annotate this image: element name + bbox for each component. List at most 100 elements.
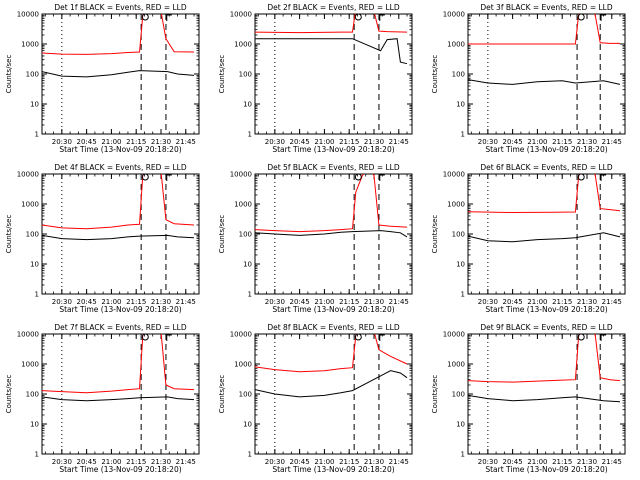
x-tick-label: 21:00 bbox=[101, 298, 121, 306]
y-axis-label: Counts/sec bbox=[431, 215, 439, 254]
x-axis-label: Start Time (13-Nov-09 20:18:20) bbox=[59, 465, 181, 474]
y-tick-label: 10 bbox=[30, 101, 39, 109]
x-tick-label: 21:30 bbox=[151, 458, 171, 466]
panel-det-4: Det 4f BLACK = Events, RED = LLD 1 10 100 10… bbox=[5, 163, 200, 314]
x-tick-label: 21:00 bbox=[314, 298, 334, 306]
events-series-line bbox=[468, 394, 621, 403]
x-tick-label: 21:45 bbox=[602, 298, 622, 306]
lld-series-line bbox=[255, 14, 408, 34]
x-tick-label: 21:45 bbox=[389, 138, 409, 146]
panel-title: Det 8f BLACK = Events, RED = LLD bbox=[267, 323, 400, 332]
panel-title: Det 6f BLACK = Events, RED = LLD bbox=[480, 163, 613, 172]
x-tick-label: 21:00 bbox=[101, 138, 121, 146]
y-axis-label: Counts/sec bbox=[218, 375, 226, 414]
saa-circle-marker bbox=[577, 333, 585, 341]
x-tick-label: 21:15 bbox=[552, 458, 572, 466]
events-series-line bbox=[468, 79, 621, 85]
x-axis-label: Start Time (13-Nov-09 20:18:20) bbox=[272, 305, 394, 314]
y-tick-label: 100 bbox=[239, 391, 252, 399]
y-tick-label: 1 bbox=[35, 291, 39, 299]
y-tick-label: 10000 bbox=[17, 11, 39, 19]
x-tick-label: 21:15 bbox=[126, 458, 146, 466]
panel-det-5: Det 5f BLACK = Events, RED = LLD 1 10 100 10… bbox=[218, 163, 413, 314]
panel-det-9: Det 9f BLACK = Events, RED = LLD 1 10 100 10… bbox=[431, 323, 626, 474]
bracket-marker bbox=[379, 334, 385, 341]
x-tick-label: 21:15 bbox=[552, 298, 572, 306]
y-tick-label: 1000 bbox=[21, 361, 39, 369]
x-tick-label: 21:15 bbox=[552, 138, 572, 146]
plot-frame bbox=[467, 13, 626, 135]
panel-title: Det 4f BLACK = Events, RED = LLD bbox=[54, 163, 187, 172]
panel-title: Det 9f BLACK = Events, RED = LLD bbox=[480, 323, 613, 332]
x-tick-label: 21:15 bbox=[126, 138, 146, 146]
x-tick-label: 21:15 bbox=[339, 458, 359, 466]
panel-det-8: Det 8f BLACK = Events, RED = LLD 1 10 100 10… bbox=[218, 323, 413, 474]
x-tick-label: 21:30 bbox=[577, 298, 597, 306]
y-tick-label: 10000 bbox=[230, 11, 252, 19]
events-series-line bbox=[42, 396, 195, 402]
y-axis-label: Counts/sec bbox=[431, 55, 439, 94]
x-axis-label: Start Time (13-Nov-09 20:18:20) bbox=[485, 145, 607, 154]
x-tick-label: 21:00 bbox=[314, 458, 334, 466]
bracket-marker bbox=[166, 334, 172, 341]
x-tick-label: 21:00 bbox=[527, 458, 547, 466]
events-series-line bbox=[255, 370, 408, 398]
y-tick-label: 10 bbox=[30, 261, 39, 269]
plot-frame bbox=[467, 333, 626, 455]
x-tick-label: 21:30 bbox=[364, 458, 384, 466]
x-tick-label: 20:30 bbox=[265, 458, 285, 466]
x-tick-label: 20:45 bbox=[77, 298, 97, 306]
y-tick-label: 10 bbox=[243, 101, 252, 109]
y-tick-label: 10000 bbox=[443, 171, 465, 179]
y-tick-label: 1000 bbox=[234, 361, 252, 369]
panel-det-6: Det 6f BLACK = Events, RED = LLD 1 10 100 10… bbox=[431, 163, 626, 314]
panel-det-3: Det 3f BLACK = Events, RED = LLD 1 10 100 10… bbox=[431, 3, 626, 154]
y-tick-label: 10000 bbox=[230, 331, 252, 339]
panel-title: Det 3f BLACK = Events, RED = LLD bbox=[480, 3, 613, 12]
x-axis-label: Start Time (13-Nov-09 20:18:20) bbox=[485, 305, 607, 314]
y-axis-label: Counts/sec bbox=[431, 375, 439, 414]
x-tick-label: 21:15 bbox=[339, 298, 359, 306]
panel-det-2: Det 2f BLACK = Events, RED = LLD 1 10 100 10… bbox=[218, 3, 413, 154]
x-tick-label: 21:45 bbox=[176, 458, 196, 466]
bracket-marker bbox=[166, 174, 172, 181]
y-axis-label: Counts/sec bbox=[218, 215, 226, 254]
x-axis-label: Start Time (13-Nov-09 20:18:20) bbox=[272, 465, 394, 474]
saa-circle-marker bbox=[354, 333, 362, 341]
x-tick-label: 20:30 bbox=[265, 138, 285, 146]
events-series-line bbox=[42, 234, 195, 241]
bracket-marker bbox=[600, 334, 607, 341]
x-tick-label: 21:45 bbox=[602, 458, 622, 466]
plot-frame bbox=[467, 173, 626, 295]
x-tick-label: 21:45 bbox=[602, 138, 622, 146]
x-tick-label: 20:45 bbox=[290, 138, 310, 146]
y-tick-label: 1000 bbox=[447, 41, 465, 49]
y-tick-label: 1 bbox=[461, 451, 465, 459]
x-tick-label: 21:00 bbox=[527, 138, 547, 146]
y-tick-label: 1000 bbox=[21, 41, 39, 49]
y-tick-label: 100 bbox=[452, 391, 465, 399]
y-tick-label: 1000 bbox=[234, 201, 252, 209]
x-tick-label: 21:15 bbox=[126, 298, 146, 306]
x-tick-label: 21:00 bbox=[314, 138, 334, 146]
saa-circle-marker bbox=[577, 173, 585, 181]
x-axis-label: Start Time (13-Nov-09 20:18:20) bbox=[272, 145, 394, 154]
x-tick-label: 20:45 bbox=[77, 458, 97, 466]
x-tick-label: 20:45 bbox=[503, 138, 523, 146]
x-tick-label: 20:45 bbox=[77, 138, 97, 146]
y-tick-label: 1 bbox=[35, 451, 39, 459]
y-tick-label: 10000 bbox=[17, 171, 39, 179]
y-tick-label: 1 bbox=[35, 131, 39, 139]
events-series-line bbox=[255, 38, 408, 65]
x-tick-label: 20:45 bbox=[503, 298, 523, 306]
y-axis-label: Counts/sec bbox=[5, 55, 13, 94]
x-axis-label: Start Time (13-Nov-09 20:18:20) bbox=[59, 305, 181, 314]
x-tick-label: 20:30 bbox=[52, 458, 72, 466]
events-series-line bbox=[468, 232, 621, 243]
panel-title: Det 2f BLACK = Events, RED = LLD bbox=[267, 3, 400, 12]
y-tick-label: 10000 bbox=[443, 331, 465, 339]
bracket-marker bbox=[379, 14, 385, 21]
y-tick-label: 1000 bbox=[234, 41, 252, 49]
x-tick-label: 20:30 bbox=[52, 138, 72, 146]
saa-circle-marker bbox=[141, 173, 149, 181]
